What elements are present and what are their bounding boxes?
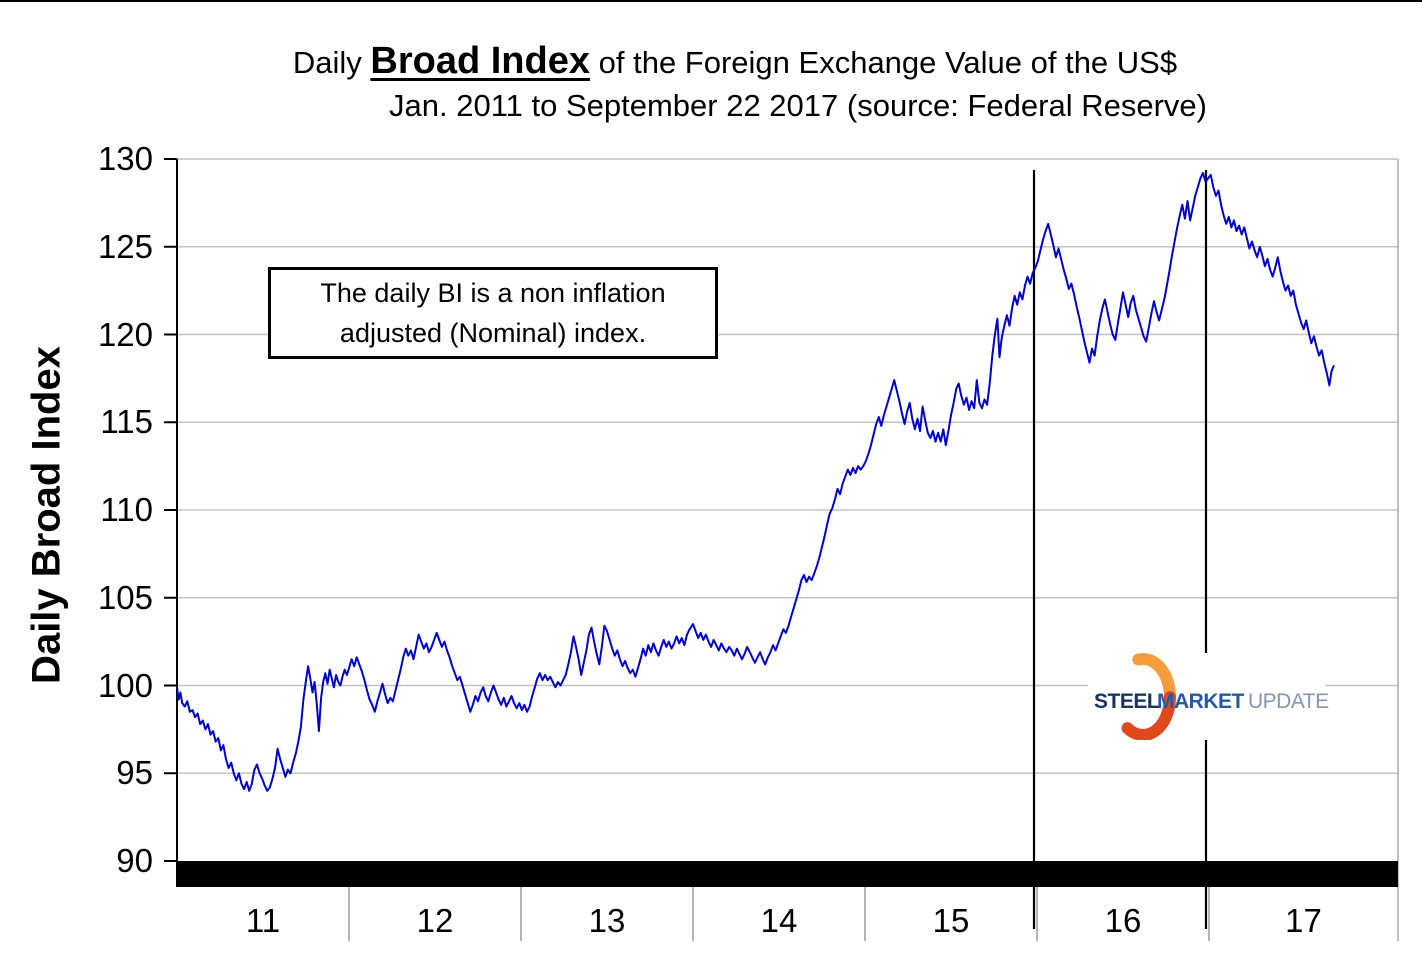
logo-crescent-icon	[1121, 653, 1176, 740]
x-tick-label-14: 14	[760, 902, 798, 939]
x-axis-baseline-bar	[177, 861, 1398, 887]
y-tick-label-90: 90	[116, 842, 153, 879]
top-edge-border	[0, 0, 1422, 2]
annotation-line2: adjusted (Nominal) index.	[339, 318, 647, 348]
x-tick-label-17: 17	[1285, 902, 1322, 939]
y-tick-label-110: 110	[100, 491, 153, 528]
x-tick-label-11: 11	[245, 902, 281, 939]
x-tick-label-15: 15	[932, 902, 970, 939]
chart-title-emphasis: Broad Index	[370, 40, 591, 82]
series-daily-broad-index	[176, 172, 1335, 792]
chart-title-prefix: Daily	[292, 45, 371, 80]
y-tick-label-115: 115	[100, 403, 153, 441]
logo-text-market: MARKET	[1157, 690, 1244, 713]
logo-text-steel: STEEL	[1094, 690, 1160, 713]
annotation-line1: The daily BI is a non inflation	[320, 278, 666, 308]
y-tick-label-105: 105	[97, 578, 153, 616]
y-tick-label-95: 95	[116, 754, 153, 792]
chart-subtitle: Jan. 2011 to September 22 2017 (source: …	[389, 88, 1207, 123]
y-tick-label-125: 125	[97, 227, 153, 265]
y-tick-label-130: 130	[97, 140, 153, 177]
chart-title-suffix: of the Foreign Exchange Value of the US$	[590, 45, 1178, 80]
annotation-box: The daily BI is a non inflation adjusted…	[268, 267, 718, 359]
chart-title: Daily Broad Index of the Foreign Exchang…	[24, 40, 1422, 83]
y-tick-label-100: 100	[97, 666, 153, 704]
logo-text-update: UPDATE	[1248, 690, 1329, 713]
x-tick-label-13: 13	[588, 902, 626, 939]
x-tick-label-12: 12	[416, 902, 454, 939]
y-tick-label-120: 120	[97, 315, 153, 353]
logo-steel-market-update: STEEL MARKET UPDATE	[1088, 653, 1329, 740]
x-tick-label-16: 16	[1104, 902, 1142, 939]
